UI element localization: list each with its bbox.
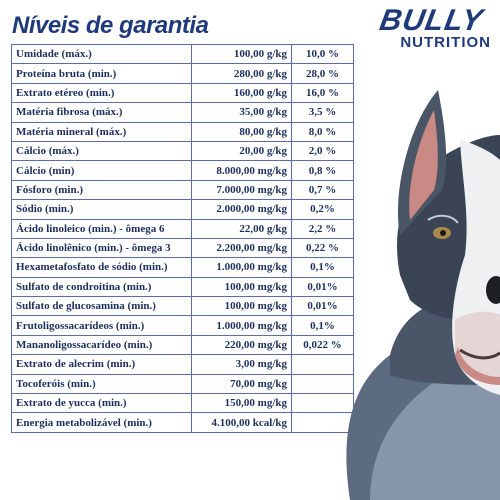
nutrient-name-cell: Proteína bruta (min.): [11, 63, 192, 84]
table-row: Frutoligossacarídeos (min.) 1.000,00 mg/k…: [11, 315, 354, 336]
table-row: Extrato de alecrim (min.) 3,00 mg/kg: [11, 354, 354, 375]
nutrient-name-cell: Extrato de yucca (min.): [11, 393, 192, 414]
table-row: Tocoferóis (min.) 70,00 mg/kg: [11, 373, 354, 395]
amount-cell: 220,00 mg/kg: [191, 334, 292, 356]
nutrient-name-cell: Sulfato de glucosamina (min.): [11, 296, 192, 317]
table-row: Umidade (máx.) 100,00 g/kg 10,0 %: [11, 43, 354, 65]
nutrient-name-cell: Sódio (min.): [11, 199, 192, 220]
nutrient-name-cell: Cálcio (min): [11, 160, 192, 181]
brand-name-top: BULLY: [377, 4, 486, 37]
nutrient-name-cell: Umidade (máx.): [11, 43, 192, 65]
amount-cell: 280,00 g/kg: [191, 63, 292, 84]
table-row: Energia metabolizável (min.) 4.100,00 kca…: [11, 412, 354, 433]
table-row: Proteína bruta (min.) 280,00 g/kg 28,0 %: [11, 63, 354, 84]
nutrient-name-cell: Cálcio (máx.): [11, 140, 192, 162]
nutrient-name-cell: Extrato etéreo (min.): [11, 82, 192, 104]
table-row: Cálcio (min) 8.000,00 mg/kg 0,8 %: [11, 160, 354, 181]
percent-cell: 0,7 %: [291, 179, 354, 201]
brand-logo: BULLY NUTRITION: [377, 4, 493, 54]
percent-cell: 0,1%: [291, 315, 354, 336]
amount-cell: 2.200,00 mg/kg: [191, 237, 292, 259]
nutrient-name-cell: Matéria fibrosa (máx.): [11, 102, 192, 123]
percent-cell: 0,022 %: [291, 334, 354, 356]
table-row: Extrato de yucca (min.) 150,00 mg/kg: [11, 393, 354, 414]
nutrient-name-cell: Mananoligossacarídeo (min.): [11, 334, 192, 356]
nutrient-name-cell: Extrato de alecrim (min.): [11, 354, 192, 375]
amount-cell: 100,00 g/kg: [191, 43, 292, 65]
percent-cell: 10,0 %: [291, 43, 354, 65]
amount-cell: 8.000,00 mg/kg: [191, 160, 292, 181]
table-row: Mananoligossacarídeo (min.) 220,00 mg/kg 0…: [11, 334, 354, 356]
table-row: Ácido linolênico (min.) - ômega 3 2.200,0…: [11, 237, 354, 259]
percent-cell: 28,0 %: [291, 63, 354, 84]
amount-cell: 100,00 mg/kg: [191, 276, 292, 298]
percent-cell: 2,2 %: [291, 218, 354, 239]
percent-cell: 8,0 %: [291, 121, 354, 142]
percent-cell: 0,22 %: [291, 237, 354, 259]
nutrient-name-cell: Energia metabolizável (min.): [11, 412, 192, 433]
table-row: Extrato etéreo (min.) 160,00 g/kg 16,0 %: [11, 82, 354, 104]
table-row: Fósforo (min.) 7.000,00 mg/kg 0,7 %: [11, 179, 354, 201]
amount-cell: 160,00 g/kg: [191, 82, 292, 104]
table-row: Hexametafosfato de sódio (min.) 1.000,00 …: [11, 257, 354, 278]
amount-cell: 3,00 mg/kg: [191, 354, 292, 375]
table-row: Sódio (min.) 2.000,00 mg/kg 0,2%: [11, 199, 354, 220]
percent-cell: 0,8 %: [291, 160, 354, 181]
table-row: Sulfato de glucosamina (min.) 100,00 mg/k…: [11, 296, 354, 317]
nutrient-name-cell: Frutoligossacarídeos (min.): [11, 315, 192, 336]
amount-cell: 80,00 g/kg: [191, 121, 292, 142]
amount-cell: 70,00 mg/kg: [191, 373, 292, 395]
nutrient-name-cell: Ácido linoleico (min.) - ômega 6: [11, 218, 192, 239]
amount-cell: 4.100,00 kcal/kg: [191, 412, 292, 433]
nutrient-name-cell: Fósforo (min.): [11, 179, 192, 201]
table-row: Matéria mineral (máx.) 80,00 g/kg 8,0 %: [11, 121, 354, 142]
amount-cell: 35,00 g/kg: [191, 102, 292, 123]
amount-cell: 22,00 g/kg: [191, 218, 292, 239]
amount-cell: 100,00 mg/kg: [191, 296, 292, 317]
table-row: Ácido linoleico (min.) - ômega 6 22,00 g/…: [11, 218, 354, 239]
nutrient-name-cell: Hexametafosfato de sódio (min.): [11, 257, 192, 278]
table-row: Sulfato de condroitina (min.) 100,00 mg/k…: [11, 276, 354, 298]
percent-cell: 2,0 %: [291, 140, 354, 162]
page-title: Níveis de garantia: [12, 12, 209, 39]
nutrient-name-cell: Sulfato de condroitina (min.): [11, 276, 192, 298]
nutrient-name-cell: Tocoferóis (min.): [11, 373, 192, 395]
table-row: Cálcio (máx.) 20,00 g/kg 2,0 %: [11, 140, 354, 162]
nutrient-name-cell: Matéria mineral (máx.): [11, 121, 192, 142]
amount-cell: 2.000,00 mg/kg: [191, 199, 292, 220]
brand-name-bottom: NUTRITION: [400, 34, 491, 51]
pitbull-dog-illustration: [346, 90, 500, 500]
amount-cell: 7.000,00 mg/kg: [191, 179, 292, 201]
nutrient-name-cell: Ácido linolênico (min.) - ômega 3: [11, 237, 192, 259]
amount-cell: 1.000,00 mg/kg: [191, 257, 292, 278]
table-row: Matéria fibrosa (máx.) 35,00 g/kg 3,5 %: [11, 102, 354, 123]
amount-cell: 150,00 mg/kg: [191, 393, 292, 414]
amount-cell: 1.000,00 mg/kg: [191, 315, 292, 336]
amount-cell: 20,00 g/kg: [191, 140, 292, 162]
guarantee-table: Umidade (máx.) 100,00 g/kg 10,0 % Proteína …: [11, 43, 354, 433]
percent-cell: 0,2%: [291, 199, 354, 220]
